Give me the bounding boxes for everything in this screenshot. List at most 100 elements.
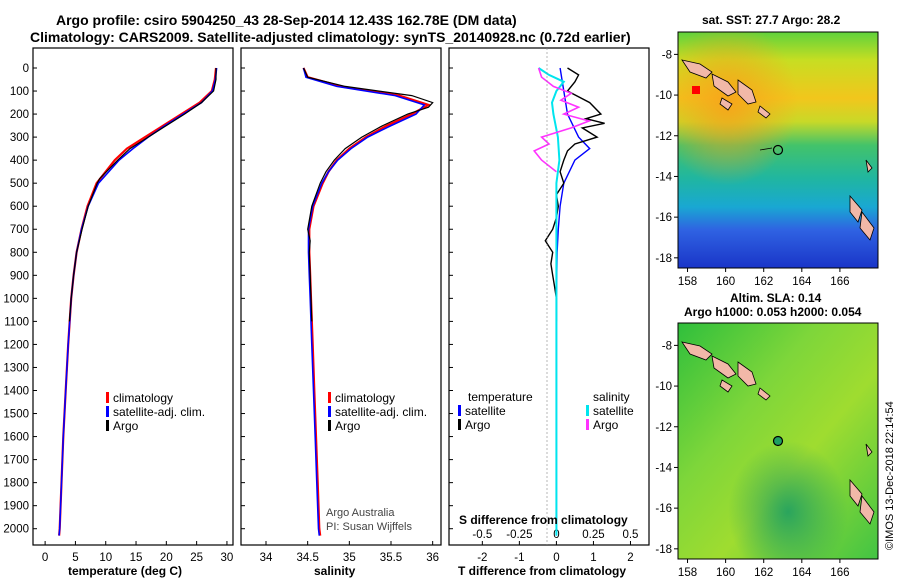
salinity-series	[302, 67, 434, 536]
difference-plot-frame	[448, 47, 650, 546]
legend-swatch-argo	[106, 420, 109, 431]
x-tick-label: 36	[426, 552, 439, 564]
series-line-temperature-argo	[544, 67, 605, 322]
depth-tick-label: 800	[10, 247, 29, 259]
sst-coastline	[759, 147, 773, 151]
lon-tick-label: 164	[792, 567, 812, 579]
depth-tick-label: 1000	[3, 293, 29, 305]
legend-salinity-heading: salinity	[593, 390, 630, 404]
x-tick-label: 5	[72, 552, 78, 564]
depth-tick-label: 200	[10, 109, 29, 121]
depth-tick-label: 0	[23, 63, 29, 75]
legend-t-argo-label: Argo	[465, 418, 491, 432]
lat-tick-label: -10	[655, 90, 672, 102]
lon-tick-label: 158	[678, 276, 697, 288]
credit-line-2: PI: Susan Wijffels	[326, 521, 412, 533]
sst-map-frame	[677, 31, 879, 269]
legend-climatology-label: climatology	[335, 391, 395, 405]
legend-swatch-t-satellite	[458, 405, 461, 416]
s-tick-label: 0.25	[582, 529, 604, 541]
legend-t-satellite-label: satellite	[465, 404, 506, 418]
legend-satellite-label: satellite-adj. clim.	[335, 405, 427, 419]
lon-tick-label: 164	[792, 276, 812, 288]
x-tick-label: 15	[130, 552, 143, 564]
x-tick-label: 35.5	[380, 552, 402, 564]
legend-swatch-s-satellite	[586, 405, 589, 416]
salinity-axis-label: salinity	[314, 564, 356, 578]
difference-legend: temperature salinity satellite Argo sate…	[458, 390, 634, 432]
sla-map-title-line-1: Altim. SLA: 0.14	[730, 291, 822, 305]
legend-argo-label: Argo	[335, 419, 361, 433]
sla-map-frame	[677, 322, 879, 560]
legend-swatch-argo	[328, 420, 331, 431]
lat-tick-label: -18	[655, 253, 672, 265]
x-tick-label: 25	[190, 552, 203, 564]
sla-map-title-line-2: Argo h1000: 0.053 h2000: 0.054	[684, 305, 862, 319]
depth-tick-label: 1700	[3, 455, 29, 467]
sla-map	[678, 323, 878, 559]
s-tick-label: -0.25	[506, 529, 532, 541]
legend-swatch-s-argo	[586, 419, 589, 430]
legend-s-argo-label: Argo	[593, 418, 619, 432]
depth-tick-label: 1900	[3, 501, 29, 513]
legend-argo-label: Argo	[113, 419, 139, 433]
legend-swatch-satellite	[106, 406, 109, 417]
x-tick-label: 10	[99, 552, 112, 564]
series-line-argo	[302, 67, 434, 322]
depth-tick-label: 2000	[3, 524, 29, 536]
series-line-satellite-adj-clim-	[58, 67, 218, 536]
depth-tick-label: 1100	[4, 316, 29, 328]
t-difference-axis: -2 -1 0 1 2	[477, 541, 634, 564]
lat-tick-label: -14	[655, 171, 672, 183]
legend-climatology-label: climatology	[113, 391, 173, 405]
difference-series	[532, 67, 605, 536]
argo-position-marker	[772, 435, 784, 447]
argo-position-marker	[772, 144, 784, 156]
copyright-stamp: ©IMOS 13-Dec-2018 22:14:54	[884, 401, 896, 550]
series-line-climatology	[58, 67, 218, 536]
depth-tick-label: 1300	[3, 362, 29, 374]
x-tick-label: 2	[627, 552, 633, 564]
depth-tick-label: 700	[10, 224, 29, 236]
legend-s-satellite-label: satellite	[593, 404, 634, 418]
lat-tick-label: -18	[655, 544, 672, 556]
depth-tick-label: 100	[10, 86, 29, 98]
lat-tick-label: -16	[655, 503, 672, 515]
legend-swatch-climatology	[106, 392, 109, 403]
x-tick-label: 34.5	[296, 552, 318, 564]
salinity-legend: climatology satellite-adj. clim. Argo Ar…	[326, 391, 427, 533]
depth-tick-label: 400	[10, 155, 29, 167]
x-tick-label: 1	[590, 552, 596, 564]
legend-swatch-satellite	[328, 406, 331, 417]
legend-temperature-heading: temperature	[468, 390, 533, 404]
figure-title-line-2: Climatology: CARS2009. Satellite-adjuste…	[30, 29, 631, 45]
depth-axis: 0 100 200 300 400 500 600 700 800 900 1000 1100 1200…	[3, 63, 453, 536]
temperature-series	[58, 67, 218, 536]
legend-satellite-label: satellite-adj. clim.	[113, 405, 205, 419]
sla-map-axes: -8 -10 -12 -14 -16 -18 158 160 162 164 166	[655, 340, 849, 579]
series-line-argo	[68, 68, 217, 322]
lat-tick-label: -12	[655, 422, 672, 434]
series-line-salinity-satellite	[538, 67, 566, 536]
depth-tick-label: 600	[10, 201, 29, 213]
depth-tick-label: 500	[10, 178, 29, 190]
salinity-axis: 34 34.5 35 35.5 36	[260, 541, 439, 564]
lon-tick-label: 160	[716, 276, 735, 288]
legend-swatch-t-argo	[458, 419, 461, 430]
credit-line-1: Argo Australia	[326, 507, 395, 519]
lon-tick-label: 162	[754, 567, 773, 579]
lat-tick-label: -14	[655, 462, 672, 474]
depth-tick-label: 1600	[3, 432, 29, 444]
series-line-salinity-argo	[532, 67, 592, 173]
s-tick-label: -0.5	[472, 529, 492, 541]
x-tick-label: 34	[260, 552, 273, 564]
sst-map-title: sat. SST: 27.7 Argo: 28.2	[702, 13, 841, 27]
sst-map-axes: -8 -10 -12 -14 -16 -18 158 160 162 164 166	[655, 49, 849, 288]
depth-tick-label: 1500	[3, 409, 29, 421]
lat-tick-label: -8	[662, 49, 672, 61]
temperature-legend: climatology satellite-adj. clim. Argo	[106, 391, 205, 433]
salinity-plot-frame	[240, 47, 442, 546]
s-tick-label: 0.5	[622, 529, 638, 541]
lon-tick-label: 158	[678, 567, 697, 579]
